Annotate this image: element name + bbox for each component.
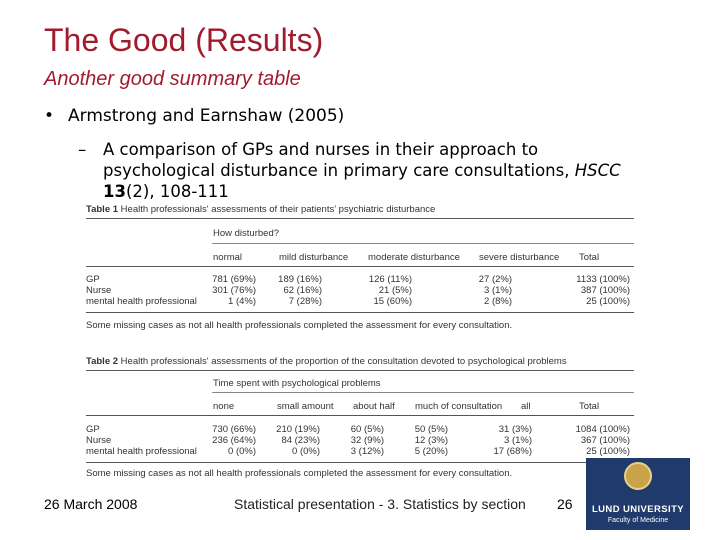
table1-bottom-rule <box>86 312 634 313</box>
table-cell: 1084 (100%) <box>575 424 630 435</box>
table2-group-rule <box>212 392 634 393</box>
table2-col-header: much of consultation <box>415 401 503 412</box>
table2-top-rule <box>86 370 634 371</box>
table1-top-rule <box>86 218 634 219</box>
table-cell: 17 (68%) <box>493 446 532 457</box>
table-cell: 50 (5%) <box>414 424 448 435</box>
table1-group-header: How disturbed? <box>213 228 280 239</box>
table-cell: 781 (69%) <box>212 274 256 285</box>
page-number: 26 <box>557 496 573 512</box>
footer-title: Statistical presentation - 3. Statistics… <box>234 496 526 512</box>
slide-subtitle: Another good summary table <box>44 68 301 90</box>
table-cell: 387 (100%) <box>580 285 630 296</box>
table-cell: 236 (64%) <box>212 435 256 446</box>
tables-image: Table 1 Health professionals' assessment… <box>82 200 638 482</box>
journal-issue-pages: (2), 108-111 <box>125 182 229 201</box>
bullet-item: • Armstrong and Earnshaw (2005) <box>44 106 344 126</box>
table2-header-rule <box>86 415 634 416</box>
table1-col-header: Total <box>579 252 600 263</box>
table-cell: 84 (23%) <box>281 435 320 446</box>
table-cell: 367 (100%) <box>580 435 630 446</box>
table-cell: 12 (3%) <box>414 435 448 446</box>
table-cell: 2 (8%) <box>484 296 512 307</box>
dash-icon: – <box>78 140 87 159</box>
table-cell: 31 (3%) <box>498 424 532 435</box>
table-cell: 25 (100%) <box>586 446 630 457</box>
table-row-label: mental health professional <box>86 296 197 307</box>
table-cell: 5 (20%) <box>414 446 448 457</box>
table2-caption: Table 2 Health professionals' assessment… <box>86 356 567 367</box>
table-cell: 60 (5%) <box>350 424 384 435</box>
table2-col-header: small amount <box>277 401 334 412</box>
sub-bullet-text: A comparison of GPs and nurses in their … <box>103 139 648 202</box>
table1-col-header: mild disturbance <box>279 252 349 263</box>
table-cell: 3 (1%) <box>484 285 512 296</box>
bullet-text: Armstrong and Earnshaw (2005) <box>68 106 345 126</box>
table2-note: Some missing cases as not all health pro… <box>86 468 513 479</box>
table-cell: 21 (5%) <box>378 285 412 296</box>
table-cell: 32 (9%) <box>350 435 384 446</box>
table2-col-header: Total <box>579 401 600 412</box>
table2-col-header: all <box>521 401 531 412</box>
table-cell: 62 (16%) <box>283 285 322 296</box>
reference-description: A comparison of GPs and nurses in their … <box>103 140 570 180</box>
table-cell: 730 (66%) <box>212 424 256 435</box>
table-cell: 126 (11%) <box>368 274 412 285</box>
table-row-label: Nurse <box>86 435 112 446</box>
table-cell: 0 (0%) <box>292 446 320 457</box>
table1-group-rule <box>212 243 634 244</box>
table-row-label: Nurse <box>86 285 112 296</box>
table1-header-rule <box>86 266 634 267</box>
table1-caption: Table 1 Health professionals' assessment… <box>86 204 436 215</box>
table2-bottom-rule <box>86 462 634 463</box>
table2-group-header: Time spent with psychological problems <box>213 378 381 389</box>
table1-note: Some missing cases as not all health pro… <box>86 320 513 331</box>
table-cell: 3 (12%) <box>350 446 384 457</box>
seal-icon <box>624 462 652 490</box>
table-cell: 25 (100%) <box>586 296 630 307</box>
journal-name: HSCC <box>574 161 621 180</box>
university-logo: LUND UNIVERSITY Faculty of Medicine <box>586 458 690 530</box>
table-cell: 301 (76%) <box>212 285 256 296</box>
sub-bullet-item: – A comparison of GPs and nurses in thei… <box>78 139 648 202</box>
table-cell: 7 (28%) <box>288 296 322 307</box>
table2-col-header: about half <box>353 401 395 412</box>
table-cell: 0 (0%) <box>228 446 256 457</box>
table1-col-header: severe disturbance <box>479 252 560 263</box>
journal-volume: 13 <box>103 182 126 201</box>
table-cell: 1 (4%) <box>228 296 256 307</box>
table-cell: 1133 (100%) <box>576 274 630 285</box>
reference-citation: HSCC 13(2), 108-111 <box>103 161 621 201</box>
footer-date: 26 March 2008 <box>44 496 138 512</box>
slide-title: The Good (Results) <box>44 22 324 58</box>
table1-col-header: normal <box>213 252 243 263</box>
bullet-dot-icon: • <box>44 106 55 126</box>
table-row-label: mental health professional <box>86 446 197 457</box>
table-cell: 210 (19%) <box>276 424 320 435</box>
logo-name: LUND UNIVERSITY <box>591 504 685 515</box>
table-cell: 15 (60%) <box>373 296 412 307</box>
table-cell: 27 (2%) <box>478 274 512 285</box>
logo-faculty: Faculty of Medicine <box>607 517 669 524</box>
table1-col-header: moderate disturbance <box>368 252 460 263</box>
table-row-label: GP <box>86 424 100 435</box>
table-row-label: GP <box>86 274 100 285</box>
table-cell: 189 (16%) <box>278 274 322 285</box>
table2-col-header: none <box>213 401 235 412</box>
table-cell: 3 (1%) <box>504 435 532 446</box>
